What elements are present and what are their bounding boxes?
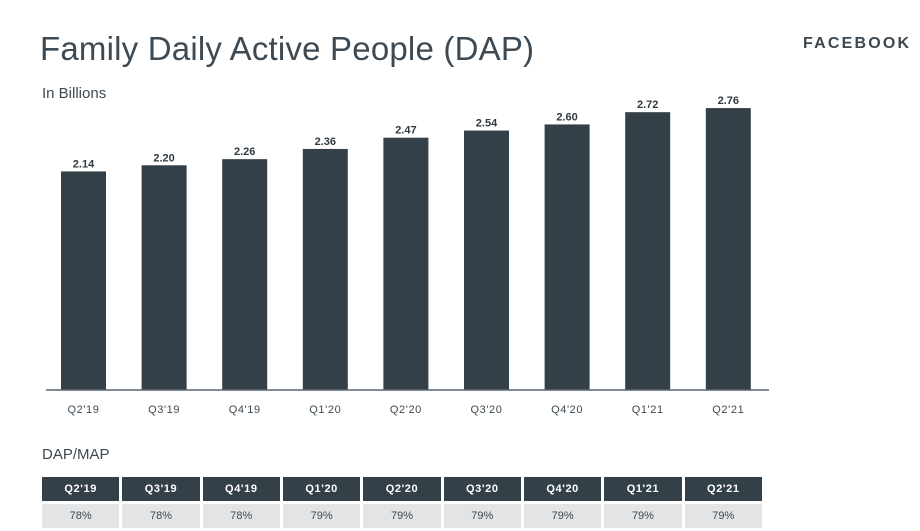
data-label: 2.47 [395, 125, 416, 137]
table-cell: 79% [684, 504, 762, 528]
data-label: 2.76 [718, 95, 739, 107]
table-header-cell: Q2'20 [363, 477, 441, 501]
dap-bar-chart: 2.14 2.20 2.26 2.36 2.47 2.54 2.60 2.72 2.76 Q2'… [46, 95, 769, 416]
x-tick-label: Q1'20 [309, 404, 341, 416]
table-row: 78% 78% 78% 79% 79% 79% 79% 79% 79% [42, 504, 762, 528]
bar-Q1'21 [625, 112, 671, 391]
table-cell: 79% [282, 504, 361, 528]
page-subtitle: In Billions [42, 85, 107, 102]
bar-Q1'20 [302, 148, 348, 390]
bar-Q4'20 [544, 124, 590, 390]
table-header-cell: Q3'19 [122, 477, 200, 501]
data-label: 2.14 [73, 158, 95, 170]
table-cell: 79% [443, 504, 521, 528]
table-cell: 79% [363, 504, 441, 528]
brand-logo: FACEBOOK [803, 35, 912, 52]
table-cell: 78% [122, 504, 200, 528]
table-header-cell: Q2'21 [684, 477, 762, 501]
table-header-cell: Q1'20 [282, 477, 361, 501]
data-label: 2.36 [315, 136, 336, 148]
table-cell: 79% [523, 504, 602, 528]
table-title: DAP/MAP [42, 446, 110, 463]
table-cell: 78% [42, 504, 120, 528]
table-header-cell: Q4'20 [523, 477, 602, 501]
x-tick-label: Q3'20 [470, 404, 502, 416]
bar-Q2'19 [61, 171, 106, 390]
table-cell: 79% [604, 504, 682, 528]
bar-Q4'19 [222, 159, 268, 390]
x-tick-label: Q2'19 [67, 404, 99, 416]
bar-Q3'19 [141, 165, 187, 390]
data-label: 2.60 [556, 111, 577, 123]
x-tick-label: Q2'21 [712, 404, 744, 416]
data-label: 2.72 [637, 99, 658, 111]
table-header-cell: Q3'20 [443, 477, 521, 501]
x-tick-label: Q3'19 [148, 404, 180, 416]
bar-Q2'21 [705, 108, 751, 390]
x-tick-label: Q1'21 [632, 404, 664, 416]
table-header-cell: Q2'19 [42, 477, 120, 501]
table-cell: 78% [202, 504, 280, 528]
page-title: Family Daily Active People (DAP) [40, 30, 535, 67]
bar-group: 2.14 2.20 2.26 2.36 2.47 2.54 2.60 2.72 2.76 [61, 95, 751, 391]
data-label: 2.54 [476, 118, 498, 130]
x-tick-label: Q4'20 [551, 404, 583, 416]
bar-Q2'20 [383, 137, 429, 390]
data-label: 2.20 [153, 152, 174, 164]
table-header-row: Q2'19 Q3'19 Q4'19 Q1'20 Q2'20 Q3'20 Q4'20 Q1'21… [42, 477, 762, 501]
table-header-cell: Q1'21 [604, 477, 682, 501]
dap-map-table: Q2'19 Q3'19 Q4'19 Q1'20 Q2'20 Q3'20 Q4'20 Q1'21… [39, 474, 765, 531]
x-tick-label: Q4'19 [229, 404, 261, 416]
data-label: 2.26 [234, 146, 255, 158]
table-header-cell: Q4'19 [202, 477, 280, 501]
x-tick-label: Q2'20 [390, 404, 422, 416]
x-axis-ticks: Q2'19 Q3'19 Q4'19 Q1'20 Q2'20 Q3'20 Q4'20 Q1'21… [67, 404, 744, 416]
bar-Q3'20 [464, 130, 509, 391]
